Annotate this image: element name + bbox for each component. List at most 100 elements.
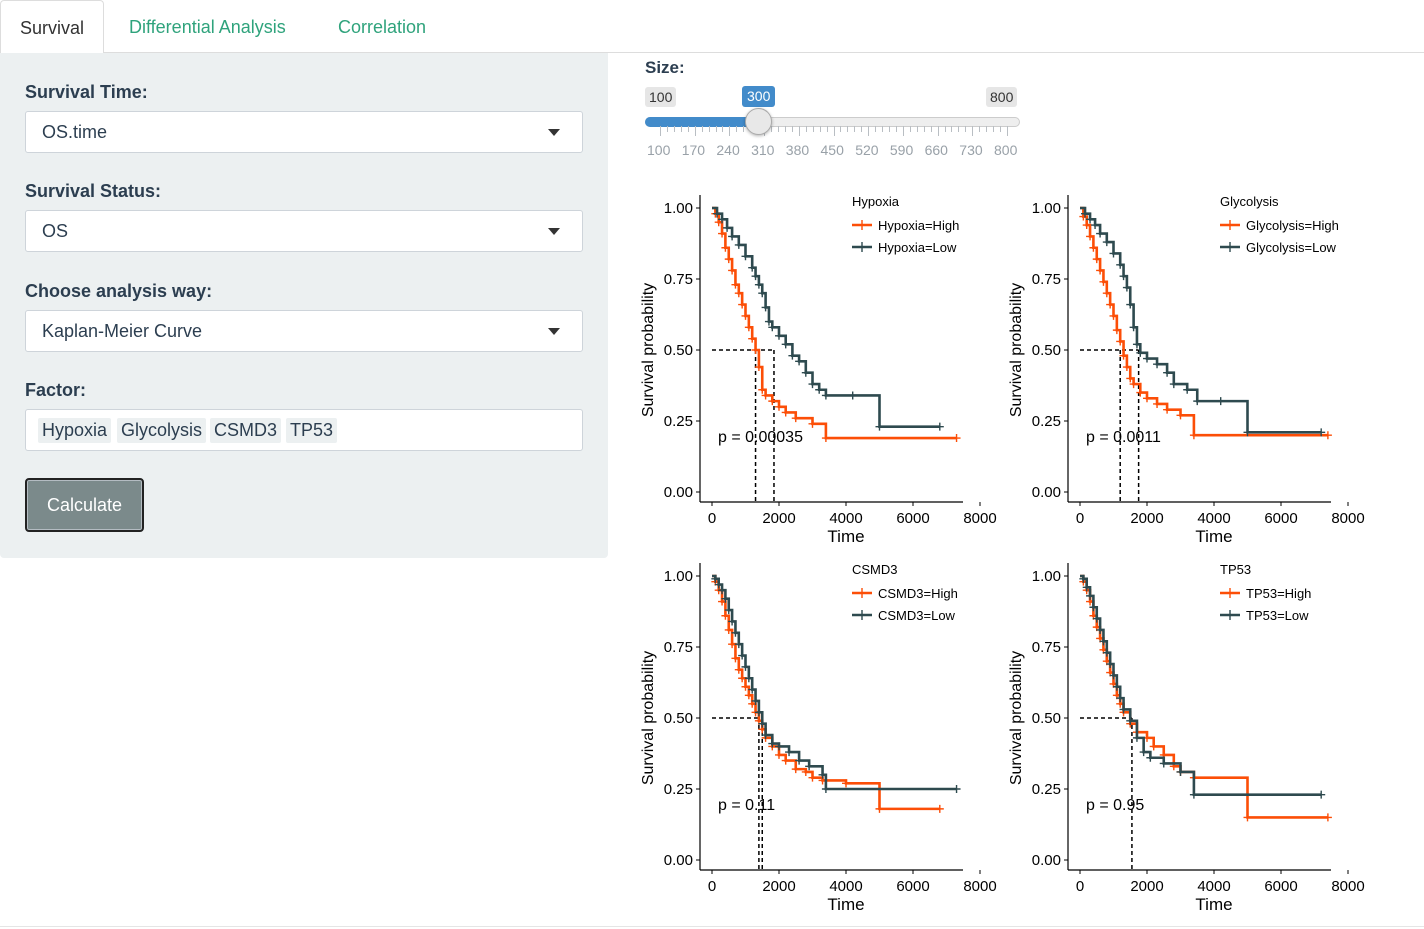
factor-tag-tp53[interactable]: TP53: [286, 418, 338, 443]
legend-entry: Glycolysis=High: [1246, 218, 1339, 233]
censor-mark: [775, 402, 783, 411]
slider-tick: [847, 126, 849, 132]
calculate-button[interactable]: Calculate: [25, 478, 144, 532]
slider-max-label: 800: [986, 87, 1018, 107]
censor-mark: [1136, 388, 1145, 397]
legend-entry: Glycolysis=Low: [1246, 240, 1337, 255]
y-tick-label: 0.25: [664, 781, 693, 798]
censor-mark: [842, 779, 850, 788]
censor-mark: [1163, 405, 1172, 414]
slider-tick: [660, 126, 661, 136]
factor-multiselect[interactable]: Hypoxia Glycolysis CSMD3 TP53: [25, 409, 583, 451]
y-tick-label: 1.00: [664, 200, 693, 217]
censor-mark: [821, 391, 830, 400]
censor-mark: [1109, 249, 1118, 258]
censor-mark: [821, 434, 830, 443]
censor-mark: [714, 580, 723, 589]
chevron-down-icon: [548, 129, 560, 136]
censor-mark: [1089, 243, 1098, 252]
censor-mark: [1091, 221, 1100, 230]
slider-tick: [791, 126, 793, 132]
slider-tick-label: 240: [716, 142, 740, 158]
y-tick-label: 0.50: [1032, 710, 1061, 727]
censor-mark: [1317, 428, 1326, 437]
slider-tick-label: 450: [820, 142, 844, 158]
slider-tick-label: 520: [855, 142, 879, 158]
censor-mark: [1153, 399, 1162, 408]
survival-time-select[interactable]: OS.time: [25, 111, 583, 153]
censor-mark: [1099, 637, 1108, 646]
censor-mark: [761, 303, 770, 312]
x-tick-label: 2000: [762, 510, 795, 527]
censor-mark: [775, 742, 783, 751]
slider-tick: [889, 126, 891, 132]
survival-status-select[interactable]: OS: [25, 210, 583, 252]
censor-mark: [1126, 716, 1135, 725]
x-tick-label: 0: [708, 510, 716, 527]
censor-mark: [1163, 368, 1172, 377]
factor-tag-hypoxia[interactable]: Hypoxia: [38, 418, 112, 443]
analysis-way-select[interactable]: Kaplan-Meier Curve: [25, 310, 583, 352]
slider-tick: [875, 126, 877, 132]
censor-mark: [731, 628, 740, 637]
censor-mark: [761, 391, 770, 400]
censor-mark: [788, 351, 797, 360]
censor-mark: [1081, 209, 1090, 218]
censor-mark: [754, 280, 763, 289]
chevron-down-icon: [548, 328, 560, 335]
censor-mark: [728, 266, 737, 275]
censor-mark: [748, 685, 757, 694]
censor-mark: [795, 756, 804, 765]
censor-mark: [1183, 385, 1192, 394]
tab-survival[interactable]: Survival: [0, 0, 105, 54]
slider-tick: [777, 126, 779, 132]
x-tick-label: 6000: [896, 510, 929, 527]
x-tick-label: 4000: [829, 878, 862, 895]
censor-mark: [1109, 671, 1118, 680]
censor-mark: [1102, 289, 1111, 298]
censor-mark: [1143, 394, 1151, 403]
factor-tag-csmd3[interactable]: CSMD3: [210, 418, 282, 443]
slider-tick: [687, 126, 689, 132]
slider-ticks: [645, 126, 1025, 138]
slider-tick: [861, 126, 863, 132]
censor-mark: [1139, 748, 1148, 757]
x-tick-label: 8000: [963, 510, 996, 527]
y-axis-label: Survival probability: [640, 283, 657, 417]
censor-mark: [734, 665, 743, 674]
censor-mark: [1119, 272, 1128, 281]
size-label: Size:: [645, 58, 685, 77]
x-tick-label: 0: [1076, 878, 1084, 895]
censor-mark: [1136, 348, 1145, 357]
censor-mark: [875, 422, 884, 431]
censor-mark: [848, 391, 857, 400]
censor-mark: [952, 785, 961, 793]
factor-tag-glycolysis[interactable]: Glycolysis: [117, 418, 207, 443]
censor-mark: [1323, 813, 1332, 822]
size-slider-handle[interactable]: [745, 108, 772, 135]
censor-mark: [1126, 374, 1135, 383]
censor-mark: [795, 357, 804, 366]
y-tick-label: 0.00: [1032, 852, 1061, 869]
censor-mark: [1159, 759, 1168, 768]
censor-mark: [808, 773, 817, 782]
survival-status-value: OS: [42, 221, 69, 241]
censor-mark: [785, 748, 794, 757]
y-tick-label: 0.25: [1032, 413, 1061, 430]
censor-mark: [1193, 397, 1202, 406]
slider-tick-label: 660: [924, 142, 948, 158]
censor-mark: [801, 767, 810, 776]
censor-mark: [815, 385, 824, 394]
tab-correlation[interactable]: Correlation: [338, 17, 427, 37]
censor-mark: [744, 323, 753, 332]
censor-mark: [738, 651, 747, 660]
censor-mark: [751, 696, 760, 705]
tab-differential-analysis[interactable]: Differential Analysis: [129, 17, 286, 37]
censor-mark: [731, 280, 740, 289]
censor-mark: [734, 240, 743, 249]
p-value-label: p = 0.00035: [718, 429, 803, 446]
censor-mark: [738, 674, 747, 683]
censor-mark: [724, 606, 733, 615]
y-tick-label: 0.75: [1032, 639, 1061, 656]
censor-mark: [1122, 363, 1131, 372]
